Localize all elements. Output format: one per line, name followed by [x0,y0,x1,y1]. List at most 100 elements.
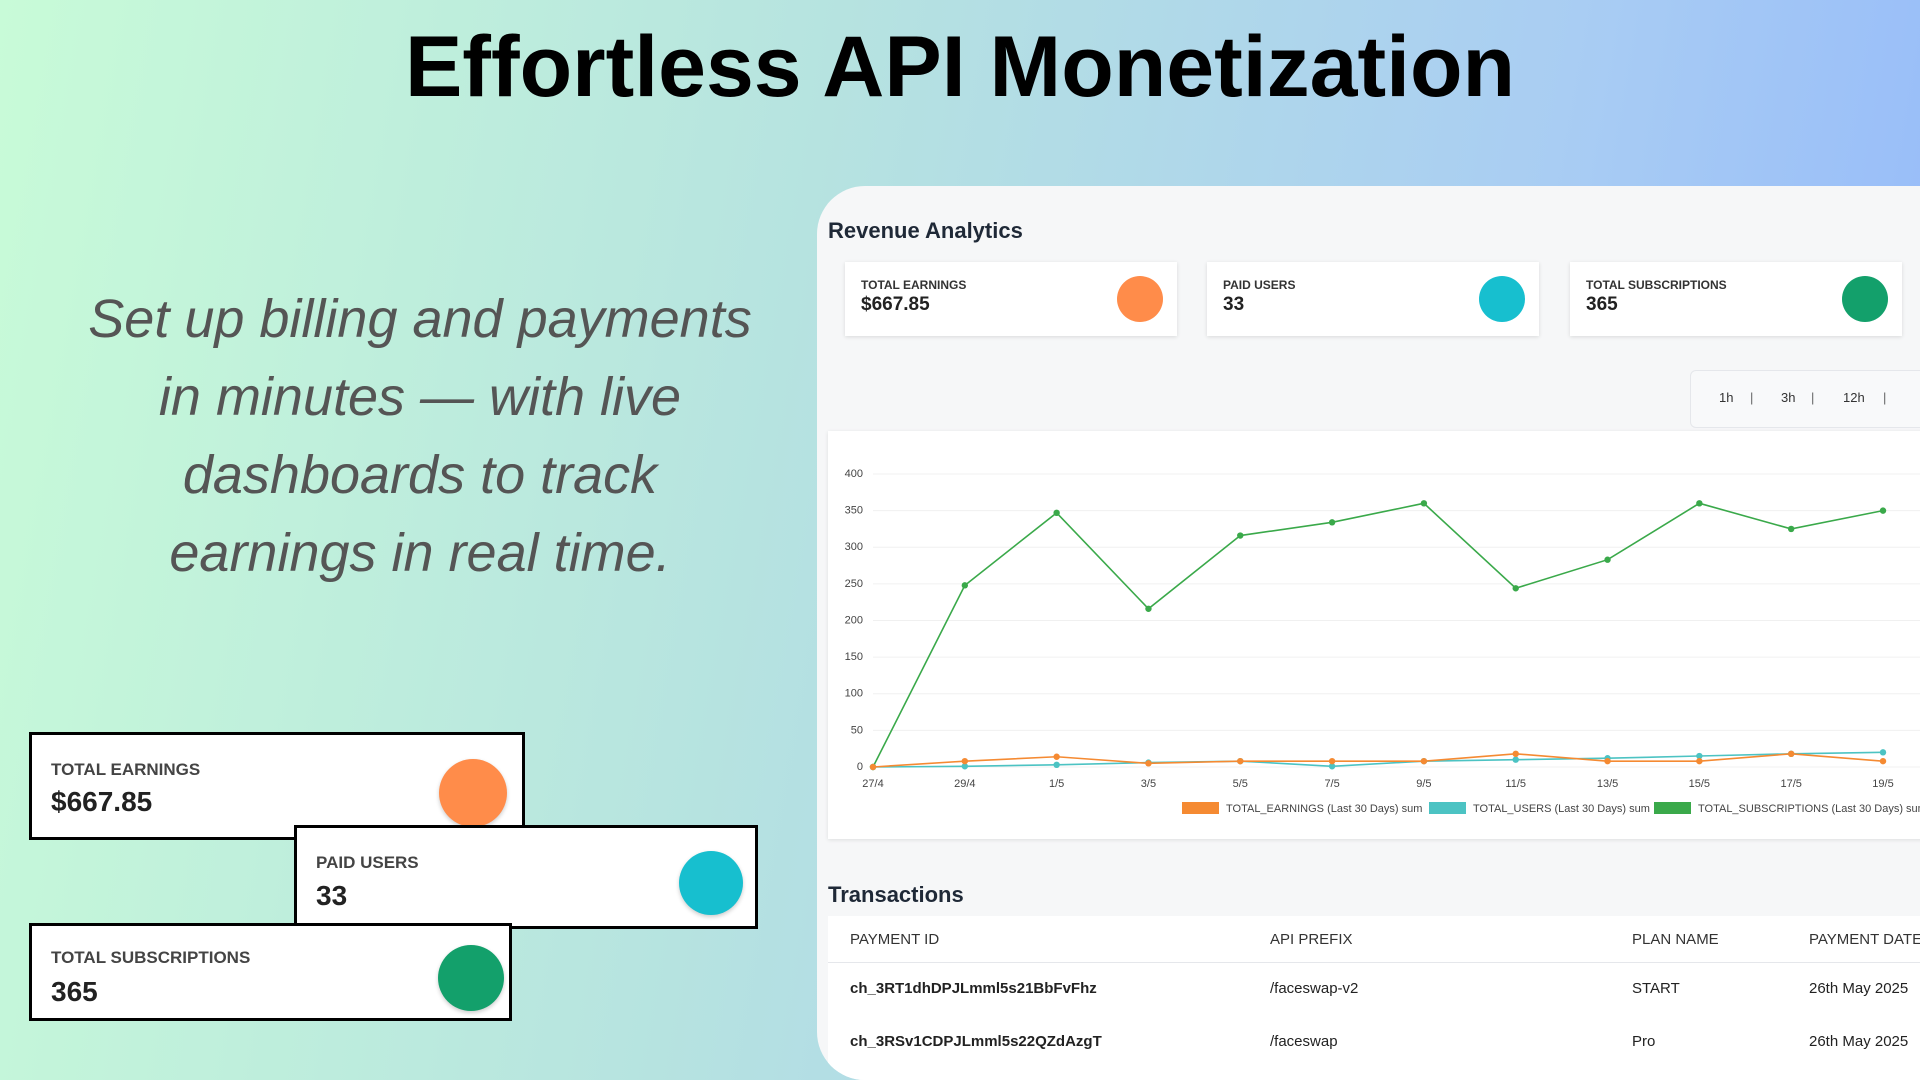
legend-label: TOTAL_EARNINGS (Last 30 Days) sum [1226,803,1422,815]
time-range-group: 1h | 3h | 12h | [1690,370,1920,428]
table-cell: START [1632,980,1680,997]
data-point [1420,500,1428,507]
data-point [1696,752,1703,760]
y-tick-label: 100 [845,688,863,700]
data-point [1237,757,1244,765]
data-point [1053,753,1060,760]
data-point [1604,556,1611,563]
y-tick-label: 150 [845,651,863,663]
data-point [1145,760,1152,767]
data-point [1328,757,1336,765]
card-icon [1842,276,1888,322]
card-icon [1479,276,1525,322]
card-value: 33 [316,880,348,911]
data-point [1420,757,1428,765]
x-tick-label: 29/4 [954,778,975,790]
card-icon [439,759,507,827]
dashboard: Revenue Analytics TOTAL EARNINGS $667.85 P… [817,186,1920,1080]
tagline-line: earnings in real time. [169,523,671,583]
card-icon [679,851,743,915]
card-value: 365 [51,976,98,1007]
stat-card: TOTAL EARNINGS $667.85 [845,262,1177,336]
data-point [1787,750,1795,758]
promo-card: TOTAL SUBSCRIPTIONS 365 [29,923,512,1021]
data-point [1512,750,1519,758]
x-tick-label: 15/5 [1689,778,1710,790]
legend-swatch [1429,802,1466,814]
table-cell: /faceswap [1270,1033,1338,1050]
card-label: TOTAL SUBSCRIPTIONS [51,948,251,967]
tagline-line: dashboards to track [182,445,658,505]
legend-swatch [1654,802,1691,814]
data-point [1145,605,1152,612]
card-value: $667.85 [861,294,930,315]
x-tick-label: 13/5 [1597,778,1618,790]
x-tick-label: 27/4 [862,778,883,790]
data-point [1787,525,1795,533]
y-tick-label: 250 [845,578,863,590]
table-cell: 26th May 2025 [1809,980,1909,997]
card-icon [1117,276,1163,322]
data-point [1879,749,1887,756]
card-value: $667.85 [51,786,153,817]
card-value: 33 [1223,294,1245,315]
column-header: PAYMENT DATE [1809,931,1920,948]
section-title: Transactions [828,882,964,907]
time-range[interactable]: 3h [1781,390,1796,405]
column-header: PLAN NAME [1632,931,1719,948]
y-tick-label: 400 [845,468,863,480]
x-tick-label: 1/5 [1049,778,1064,790]
legend-label: TOTAL_SUBSCRIPTIONS (Last 30 Days) sum [1698,803,1920,815]
promo-card: TOTAL EARNINGS $667.85 [29,732,525,840]
x-tick-label: 17/5 [1780,778,1801,790]
card-label: PAID USERS [1223,278,1296,292]
data-point [869,763,877,771]
y-tick-label: 50 [851,724,863,736]
table-cell: ch_3RSv1CDPJLmml5s22QZdAzgT [850,1033,1102,1050]
table-cell: ch_3RT1dhDPJLmml5s21BbFvFhz [850,980,1097,997]
card-icon [438,945,504,1011]
card-label: TOTAL SUBSCRIPTIONS [1586,278,1727,292]
data-point [961,757,969,765]
data-point [1512,585,1519,592]
series-line [872,753,1884,768]
legend-swatch [1182,802,1219,814]
series-line [872,502,1884,768]
table-cell: /faceswap-v2 [1270,980,1359,997]
x-tick-label: 5/5 [1233,778,1248,790]
headline: Effortless API Monetization [404,19,1516,115]
data-point [1879,507,1887,514]
time-range[interactable]: 12h [1843,390,1865,405]
data-point [1328,519,1336,526]
tagline-line: Set up billing and payments [88,289,752,349]
y-tick-label: 0 [857,761,863,773]
stat-card: PAID USERS 33 [1207,262,1539,336]
legend-label: TOTAL_USERS (Last 30 Days) sum [1473,803,1650,815]
y-tick-label: 200 [845,614,863,626]
data-point [961,763,969,770]
y-tick-label: 300 [845,541,863,553]
transactions-table: PAYMENT ID API PREFIX PLAN NAME PAYMENT DAT… [828,916,1920,1080]
promo-card: PAID USERS 33 [294,825,758,929]
table-cell: 26th May 2025 [1809,1033,1909,1050]
chart-card [828,431,1920,839]
table-cell: Pro [1632,1033,1656,1050]
card-label: TOTAL EARNINGS [51,760,201,779]
tagline-line: in minutes — with live [158,367,682,427]
x-tick-label: 9/5 [1416,778,1431,790]
time-range[interactable]: 1h [1719,390,1734,405]
card-label: TOTAL EARNINGS [861,278,967,292]
stat-card: TOTAL SUBSCRIPTIONS 365 [1570,262,1902,336]
data-point [1879,757,1887,765]
data-point [1328,763,1336,770]
section-title: Revenue Analytics [828,218,1023,243]
x-tick-label: 11/5 [1505,778,1526,790]
data-point [1053,509,1060,517]
data-point [1604,757,1611,765]
x-tick-label: 19/5 [1872,778,1893,790]
card-label: PAID USERS [316,853,419,872]
tagline: Set up billing and payments in minutes —… [20,280,820,592]
series-line [872,751,1884,768]
y-tick-label: 350 [845,505,863,517]
